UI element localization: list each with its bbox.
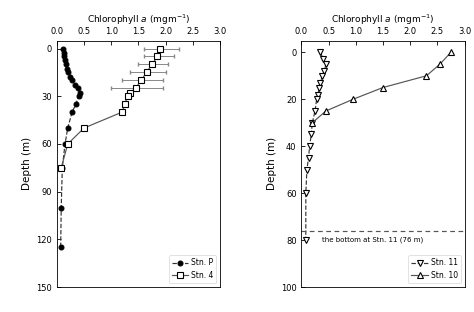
Stn. P — [64, 67, 70, 71]
Stn. P — [61, 51, 67, 55]
Stn. P — [58, 206, 64, 209]
Line: Stn. P: Stn. P — [58, 46, 82, 250]
Stn. 4 — [157, 46, 163, 50]
Stn. 10 — [437, 62, 443, 66]
Stn. P — [77, 91, 82, 95]
Stn. 10 — [380, 85, 386, 89]
Stn. 11 — [321, 69, 327, 73]
Stn. 11 — [307, 144, 312, 148]
Stn. 4 — [128, 91, 133, 95]
Stn. 4 — [81, 126, 87, 130]
Stn. 11 — [315, 93, 320, 96]
Stn. P — [65, 126, 71, 130]
Stn. P — [65, 71, 71, 74]
Stn. P — [69, 110, 75, 114]
Line: Stn. 10: Stn. 10 — [310, 50, 454, 125]
Stn. 11 — [303, 238, 309, 242]
Stn. 11 — [303, 191, 309, 195]
Stn. 11 — [320, 57, 326, 61]
Stn. 11 — [317, 85, 322, 89]
Stn. P — [62, 58, 68, 61]
Stn. 4 — [149, 62, 155, 66]
Stn. 4 — [133, 86, 138, 90]
Stn. 4 — [144, 71, 149, 74]
Stn. 4 — [155, 55, 160, 58]
X-axis label: Chlorophyll $a$ (mgm$^{-1}$): Chlorophyll $a$ (mgm$^{-1}$) — [331, 12, 435, 27]
Legend: Stn. P, Stn. 4: Stn. P, Stn. 4 — [169, 255, 216, 283]
Stn. 11 — [310, 121, 315, 124]
Stn. P — [59, 166, 65, 170]
Stn. 10 — [310, 121, 315, 124]
Stn. 11 — [306, 156, 311, 160]
Stn. 4 — [119, 110, 125, 114]
Stn. 11 — [319, 74, 325, 78]
Stn. 10 — [448, 51, 454, 54]
Stn. 11 — [318, 51, 323, 54]
Stn. 4 — [122, 102, 128, 106]
Stn. 4 — [65, 142, 71, 146]
Stn. P — [58, 246, 64, 249]
Stn. P — [76, 94, 82, 98]
Stn. P — [72, 83, 78, 87]
Line: Stn. 4: Stn. 4 — [58, 46, 163, 171]
Stn. P — [67, 75, 73, 79]
Stn. P — [62, 142, 68, 146]
Stn. P — [61, 46, 66, 50]
Stn. P — [73, 102, 79, 106]
Stn. P — [69, 78, 75, 82]
Stn. 11 — [318, 81, 323, 85]
Stn. 10 — [350, 97, 356, 101]
Stn. 4 — [138, 78, 144, 82]
Stn. 11 — [304, 168, 310, 172]
Legend: Stn. 11, Stn. 10: Stn. 11, Stn. 10 — [409, 255, 461, 283]
Line: Stn. 11: Stn. 11 — [303, 50, 328, 243]
Stn. P — [75, 86, 81, 90]
Y-axis label: Depth (m): Depth (m) — [267, 137, 277, 190]
Stn. 4 — [58, 166, 64, 170]
Stn. 11 — [314, 97, 319, 101]
Y-axis label: Depth (m): Depth (m) — [22, 137, 32, 190]
Text: the bottom at Stn. 11 (76 m): the bottom at Stn. 11 (76 m) — [322, 236, 423, 243]
Stn. 11 — [309, 133, 314, 136]
Stn. 10 — [323, 109, 329, 113]
Stn. P — [63, 62, 69, 66]
Stn. 11 — [323, 62, 329, 66]
Stn. P — [62, 55, 67, 58]
Stn. 11 — [312, 109, 318, 113]
Stn. 4 — [125, 94, 130, 98]
Stn. 10 — [424, 74, 429, 78]
X-axis label: Chlorophyll $a$ (mgm$^{-1}$): Chlorophyll $a$ (mgm$^{-1}$) — [87, 12, 190, 27]
